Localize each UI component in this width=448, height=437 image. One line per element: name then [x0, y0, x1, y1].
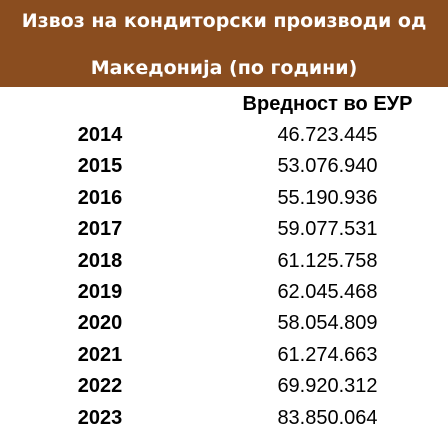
- year-cell: 2023: [77, 406, 123, 429]
- table-row: 2016 55.190.936: [0, 183, 448, 214]
- table-row: 2017 59.077.531: [0, 214, 448, 245]
- value-cell: 55.190.936: [277, 186, 378, 209]
- year-cell: 2017: [77, 218, 123, 241]
- year-cell: 2014: [77, 124, 123, 146]
- table-row: 2014 46.723.445: [0, 120, 448, 151]
- table-row: 2023 83.850.064: [0, 403, 448, 434]
- value-cell: 69.920.312: [277, 375, 378, 398]
- year-cell: 2015: [77, 155, 123, 178]
- table-row: 2020 58.054.809: [0, 308, 448, 339]
- table-row: 2018 61.125.758: [0, 246, 448, 277]
- year-cell: 2018: [77, 249, 123, 272]
- title-line-1: Извоз на кондиторски производи од: [21, 10, 427, 32]
- year-cell: 2021: [77, 343, 123, 366]
- value-cell: 58.054.809: [277, 312, 378, 335]
- value-cell: 83.850.064: [277, 406, 378, 429]
- year-cell: 2016: [77, 186, 123, 209]
- title-banner: Извоз на кондиторски производи од Македо…: [0, 0, 448, 87]
- table-row: 2021 61.274.663: [0, 340, 448, 371]
- value-cell: 59.077.531: [277, 218, 378, 241]
- table-row: 2015 53.076.940: [0, 151, 448, 182]
- value-cell: 46.723.445: [277, 124, 378, 146]
- value-column-header: Вредност во ЕУР: [242, 93, 413, 115]
- year-cell: 2022: [77, 375, 123, 398]
- table-body: 2014 46.723.445 2015 53.076.940 2016 55.190.9…: [0, 120, 448, 434]
- table-row: 2019 62.045.468: [0, 277, 448, 308]
- value-cell: 53.076.940: [277, 155, 378, 178]
- year-cell: 2020: [77, 312, 123, 335]
- value-cell: 62.045.468: [277, 280, 378, 303]
- year-cell: 2019: [77, 280, 123, 303]
- value-cell: 61.125.758: [277, 249, 378, 272]
- value-cell: 61.274.663: [277, 343, 378, 366]
- title-line-2: Македонија (по години): [90, 57, 358, 79]
- table-row: 2022 69.920.312: [0, 371, 448, 402]
